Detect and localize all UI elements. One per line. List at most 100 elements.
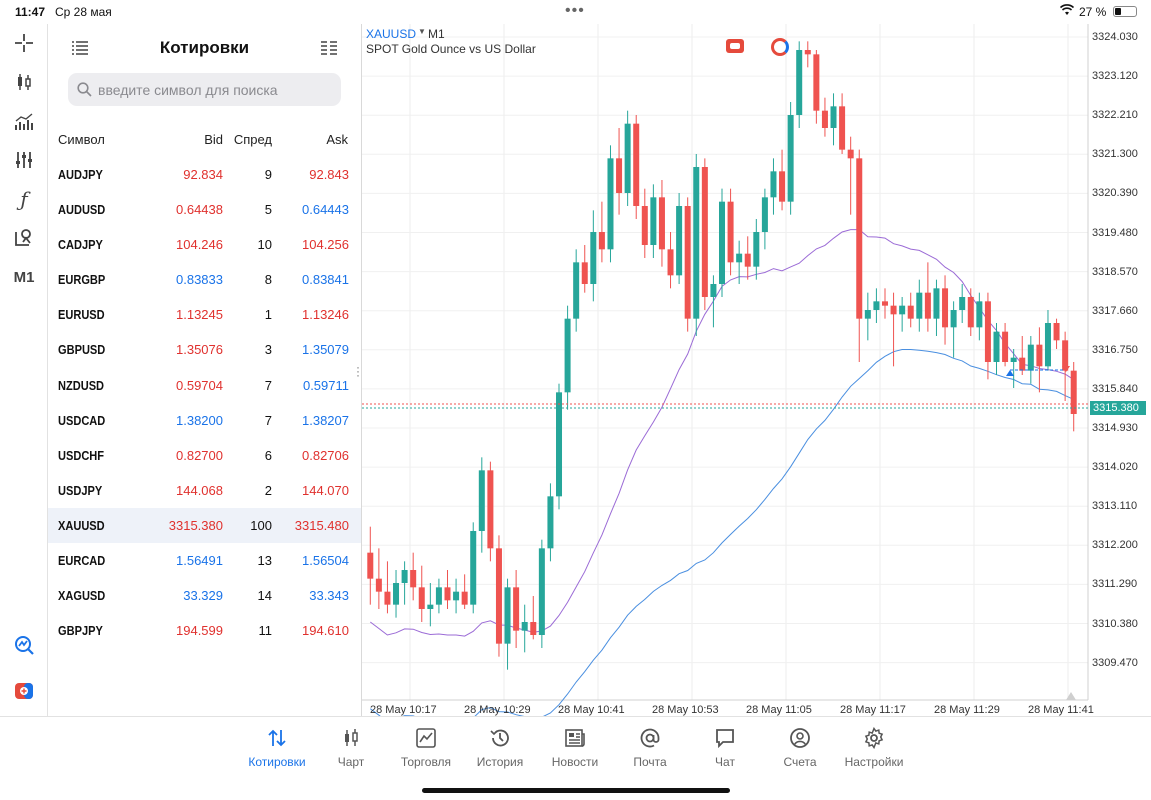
quote-spread: 7 bbox=[264, 377, 272, 393]
function-icon[interactable]: ƒ bbox=[20, 187, 28, 211]
candle-body bbox=[513, 587, 520, 631]
home-indicator[interactable] bbox=[422, 788, 730, 793]
candle-body bbox=[916, 292, 923, 319]
quote-row[interactable]: EURCAD 1.56491 13 1.56504 bbox=[48, 543, 361, 578]
quote-symbol: USDCHF bbox=[58, 447, 105, 463]
trading-signals-icon[interactable] bbox=[10, 631, 38, 659]
candle-body bbox=[667, 249, 674, 276]
quote-symbol: USDJPY bbox=[58, 482, 103, 498]
chart-symbol[interactable]: XAUUSD bbox=[366, 27, 417, 41]
candle-body bbox=[821, 110, 828, 128]
page-title: Котировки bbox=[159, 38, 250, 57]
detail-view-icon[interactable] bbox=[321, 41, 337, 55]
quote-row[interactable]: NZDUSD 0.59704 7 0.59711 bbox=[48, 368, 361, 403]
tab-chart[interactable]: Чарт bbox=[316, 727, 386, 771]
quote-row[interactable]: USDCHF 0.82700 6 0.82706 bbox=[48, 438, 361, 473]
price-level-label: 3312.200 bbox=[1092, 539, 1138, 552]
quotes-column-headers: Символ Bid Спред Ask bbox=[48, 132, 361, 152]
quote-ask: 0.82706 bbox=[302, 447, 349, 463]
quote-row[interactable]: EURUSD 1.13245 1 1.13246 bbox=[48, 297, 361, 332]
candle-body bbox=[727, 201, 734, 263]
candle-body bbox=[710, 284, 717, 297]
candle-body bbox=[367, 552, 374, 579]
price-chart[interactable]: XAUUSD ▼ M1 SPOT Gold Ounce vs US Dollar… bbox=[361, 24, 1151, 716]
tab-settings[interactable]: Настройки bbox=[839, 727, 909, 771]
history-icon bbox=[490, 729, 509, 747]
gear-icon bbox=[864, 727, 884, 749]
tab-history[interactable]: История bbox=[465, 727, 535, 771]
account-icon bbox=[790, 728, 810, 748]
candle-body bbox=[650, 197, 657, 245]
crosshair-icon[interactable] bbox=[10, 29, 38, 57]
quote-row[interactable]: GBPUSD 1.35076 3 1.35079 bbox=[48, 332, 361, 367]
tab-accounts[interactable]: Счета bbox=[765, 727, 835, 771]
candle-body bbox=[607, 158, 614, 250]
quote-row[interactable]: CADJPY 104.246 10 104.256 bbox=[48, 227, 361, 262]
current-price-tag: 3315.380 bbox=[1090, 401, 1146, 415]
candle-body bbox=[616, 158, 623, 193]
multitask-dots-icon[interactable]: ••• bbox=[565, 2, 585, 19]
column-bid: Bid bbox=[204, 132, 223, 147]
chart-description: SPOT Gold Ounce vs US Dollar bbox=[366, 42, 536, 56]
candles-icon[interactable] bbox=[10, 68, 38, 96]
tab-label: Торговля bbox=[400, 755, 452, 769]
tab-trade[interactable]: Торговля bbox=[391, 727, 461, 771]
quotes-header: Котировки bbox=[48, 24, 361, 70]
objects-icon[interactable] bbox=[10, 223, 38, 251]
status-bar: 11:47 Ср 28 мая ••• 27 % bbox=[0, 0, 1151, 24]
candle-body bbox=[444, 587, 451, 601]
tab-label: Счета bbox=[783, 755, 817, 769]
panel-resize-handle[interactable]: · · · bbox=[356, 360, 360, 382]
quote-row[interactable]: AUDUSD 0.64438 5 0.64443 bbox=[48, 192, 361, 227]
candle-body bbox=[924, 292, 931, 319]
candle-body bbox=[959, 297, 966, 310]
quote-row[interactable]: EURGBP 0.83833 8 0.83841 bbox=[48, 262, 361, 297]
quote-bid: 0.83833 bbox=[176, 272, 223, 288]
time-label: 28 May 11:41 bbox=[1028, 704, 1094, 716]
tab-chat[interactable]: Чат bbox=[690, 727, 760, 771]
chart-canvas[interactable] bbox=[362, 24, 1151, 716]
candle-body bbox=[418, 587, 425, 609]
quote-row[interactable]: XAUUSD 3315.380 100 3315.480 bbox=[48, 507, 361, 544]
tab-quotes[interactable]: Котировки bbox=[242, 727, 312, 771]
time-label: 28 May 10:29 bbox=[464, 704, 531, 716]
tab-mail[interactable]: Почта bbox=[615, 727, 685, 771]
battery-percent: 27 % bbox=[1079, 5, 1107, 19]
quote-row[interactable]: XAGUSD 33.329 14 33.343 bbox=[48, 578, 361, 613]
timeframe-button[interactable]: M1 bbox=[13, 268, 35, 286]
time-label: 28 May 10:53 bbox=[652, 704, 719, 716]
search-input[interactable] bbox=[98, 73, 334, 106]
tab-label: История bbox=[476, 755, 524, 769]
candle-body bbox=[701, 167, 708, 297]
signals-toggle-icon[interactable] bbox=[771, 38, 789, 56]
quote-row[interactable]: USDCAD 1.38200 7 1.38207 bbox=[48, 403, 361, 438]
candle-body bbox=[470, 531, 477, 605]
quote-symbol: EURGBP bbox=[58, 272, 106, 288]
quotes-list: AUDJPY 92.834 9 92.843 AUDUSD 0.64438 5 0.64443… bbox=[48, 157, 361, 648]
quote-row[interactable]: GBPJPY 194.599 11 194.610 bbox=[48, 613, 361, 648]
quote-ask: 0.64443 bbox=[302, 202, 349, 218]
one-click-trade-icon[interactable] bbox=[10, 677, 38, 705]
candle-body bbox=[581, 262, 588, 284]
tab-news[interactable]: Новости bbox=[540, 727, 610, 771]
time-label: 28 May 10:17 bbox=[370, 704, 437, 716]
column-spread: Спред bbox=[233, 132, 272, 147]
tab-bar: Котировки Чарт Торговля История Новости … bbox=[0, 716, 1151, 800]
quote-ask: 144.070 bbox=[302, 482, 349, 498]
chart-timeframe: M1 bbox=[428, 27, 445, 41]
search-box[interactable] bbox=[68, 73, 341, 106]
chevron-down-icon[interactable]: ▼ bbox=[418, 27, 426, 36]
list-view-icon[interactable] bbox=[72, 41, 88, 55]
candle-body bbox=[641, 206, 648, 245]
price-level-label: 3321.300 bbox=[1092, 148, 1138, 161]
quote-symbol: XAGUSD bbox=[58, 588, 106, 604]
candle-body bbox=[427, 604, 434, 609]
price-level-label: 3315.840 bbox=[1092, 382, 1138, 395]
sliders-icon[interactable] bbox=[10, 146, 38, 174]
quote-row[interactable]: AUDJPY 92.834 9 92.843 bbox=[48, 157, 361, 192]
quote-row[interactable]: USDJPY 144.068 2 144.070 bbox=[48, 473, 361, 508]
candle-body bbox=[993, 331, 1000, 362]
one-click-trading-icon[interactable] bbox=[726, 39, 744, 53]
indicators-icon[interactable] bbox=[10, 108, 38, 136]
quote-bid: 1.56491 bbox=[176, 553, 223, 569]
